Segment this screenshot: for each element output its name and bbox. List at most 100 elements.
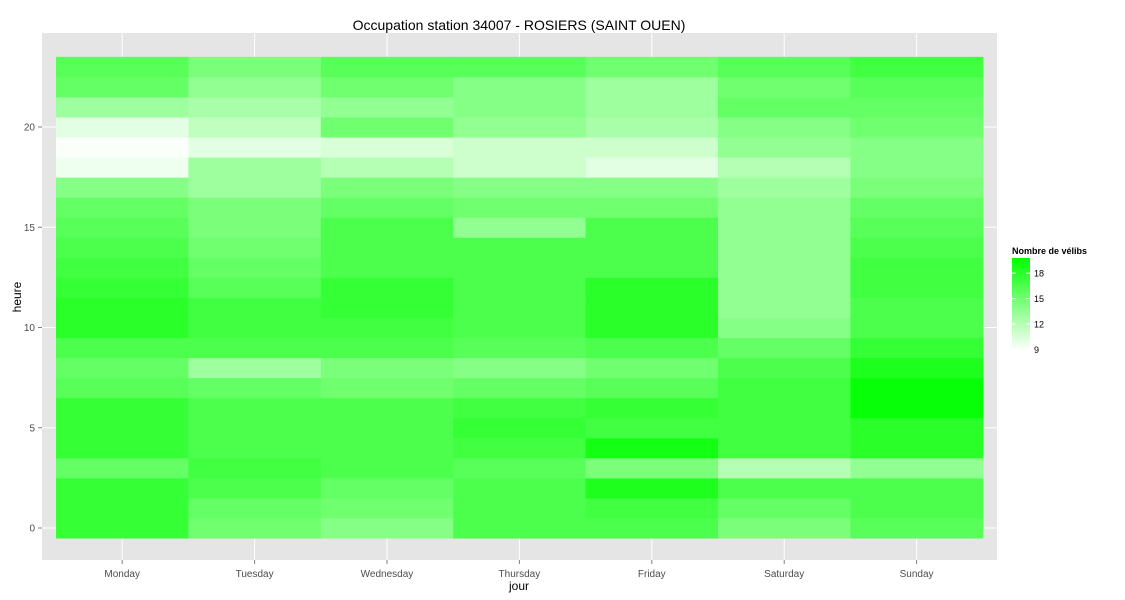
heatmap-cell — [320, 337, 454, 359]
heatmap-cells — [56, 56, 984, 539]
heatmap-cell — [850, 177, 984, 198]
heatmap-cell — [850, 56, 984, 78]
heatmap-cell — [56, 137, 189, 158]
heatmap-cell — [718, 157, 851, 178]
heatmap-cell — [453, 397, 587, 419]
heatmap-cell — [453, 317, 587, 339]
heatmap-cell — [585, 96, 719, 118]
heatmap-cell — [585, 217, 719, 238]
heatmap-cell — [585, 317, 719, 339]
legend-ticks: 9 12 15 18 — [1012, 269, 1044, 355]
heatmap-cell — [320, 317, 454, 339]
y-tick-label: 15 — [24, 223, 36, 234]
heatmap-cell — [56, 317, 189, 339]
heatmap-cell — [320, 457, 454, 479]
heatmap-cell — [850, 116, 984, 138]
heatmap-cell — [850, 457, 984, 479]
heatmap-cell — [320, 157, 454, 178]
heatmap-cell — [320, 517, 454, 539]
chart-title: Occupation station 34007 - ROSIERS (SAIN… — [353, 17, 686, 33]
y-axis-title: heure — [10, 281, 24, 312]
heatmap-cell — [585, 277, 719, 298]
heatmap-cell — [453, 157, 587, 178]
heatmap-cell — [585, 177, 719, 198]
heatmap-cell — [188, 477, 322, 499]
heatmap-cell — [850, 477, 984, 499]
heatmap-cell — [718, 96, 851, 118]
heatmap-cell — [56, 337, 189, 359]
heatmap-cell — [850, 337, 984, 359]
heatmap-cell — [718, 257, 851, 278]
heatmap-cell — [718, 197, 851, 218]
heatmap-cell — [453, 477, 587, 499]
heatmap-cell — [56, 357, 189, 379]
heatmap-cell — [188, 56, 322, 78]
heatmap-cell — [585, 417, 719, 439]
heatmap-cell — [188, 377, 322, 399]
heatmap-cell — [56, 96, 189, 118]
heatmap-cell — [850, 96, 984, 118]
y-tick-label: 0 — [29, 524, 35, 535]
heatmap-cell — [585, 56, 719, 78]
legend-colorbar — [1012, 258, 1030, 351]
heatmap-cell — [56, 237, 189, 258]
heatmap-cell — [850, 157, 984, 178]
heatmap-cell — [320, 137, 454, 158]
heatmap-cell — [850, 357, 984, 379]
heatmap-cell — [188, 497, 322, 519]
heatmap-cell — [56, 257, 189, 278]
heatmap-cell — [56, 297, 189, 318]
x-axis-ticks: Monday Tuesday Wednesday Thursday Friday Satu… — [104, 560, 934, 580]
legend-tick-label: 9 — [1034, 345, 1039, 355]
heatmap-cell — [585, 477, 719, 499]
heatmap-cell — [56, 517, 189, 539]
heatmap-cell — [850, 317, 984, 339]
heatmap-cell — [718, 277, 851, 298]
heatmap-cell — [718, 357, 851, 379]
heatmap-cell — [320, 217, 454, 238]
heatmap-cell — [453, 96, 587, 118]
heatmap-cell — [320, 237, 454, 258]
heatmap-cell — [453, 497, 587, 519]
y-tick-label: 5 — [29, 423, 35, 434]
heatmap-cell — [850, 517, 984, 539]
x-tick-label: Saturday — [764, 569, 804, 580]
heatmap-cell — [320, 357, 454, 379]
heatmap-cell — [56, 457, 189, 479]
heatmap-cell — [188, 217, 322, 238]
heatmap-cell — [718, 217, 851, 238]
heatmap-cell — [56, 76, 189, 98]
heatmap-cell — [850, 137, 984, 158]
heatmap-cell — [320, 477, 454, 499]
x-tick-label: Wednesday — [361, 569, 414, 580]
x-tick-label: Sunday — [900, 569, 934, 580]
heatmap-cell — [453, 237, 587, 258]
heatmap-cell — [850, 257, 984, 278]
heatmap-cell — [56, 217, 189, 238]
heatmap-cell — [56, 177, 189, 198]
heatmap-cell — [850, 397, 984, 419]
heatmap-cell — [188, 517, 322, 539]
heatmap-cell — [453, 137, 587, 158]
heatmap-cell — [585, 237, 719, 258]
heatmap-cell — [320, 76, 454, 98]
heatmap-cell — [56, 477, 189, 499]
heatmap-cell — [453, 257, 587, 278]
heatmap-cell — [850, 197, 984, 218]
legend-tick-label: 12 — [1034, 319, 1044, 329]
heatmap-cell — [585, 297, 719, 318]
heatmap-cell — [320, 257, 454, 278]
heatmap-cell — [320, 497, 454, 519]
heatmap-cell — [188, 417, 322, 439]
heatmap-cell — [585, 137, 719, 158]
heatmap-cell — [585, 457, 719, 479]
y-tick-label: 10 — [24, 323, 36, 334]
heatmap-cell — [56, 197, 189, 218]
heatmap-cell — [188, 157, 322, 178]
heatmap-cell — [453, 277, 587, 298]
heatmap-cell — [188, 437, 322, 459]
y-axis-ticks: 0 5 10 15 20 — [24, 123, 42, 535]
heatmap-cell — [718, 417, 851, 439]
heatmap-cell — [718, 377, 851, 399]
